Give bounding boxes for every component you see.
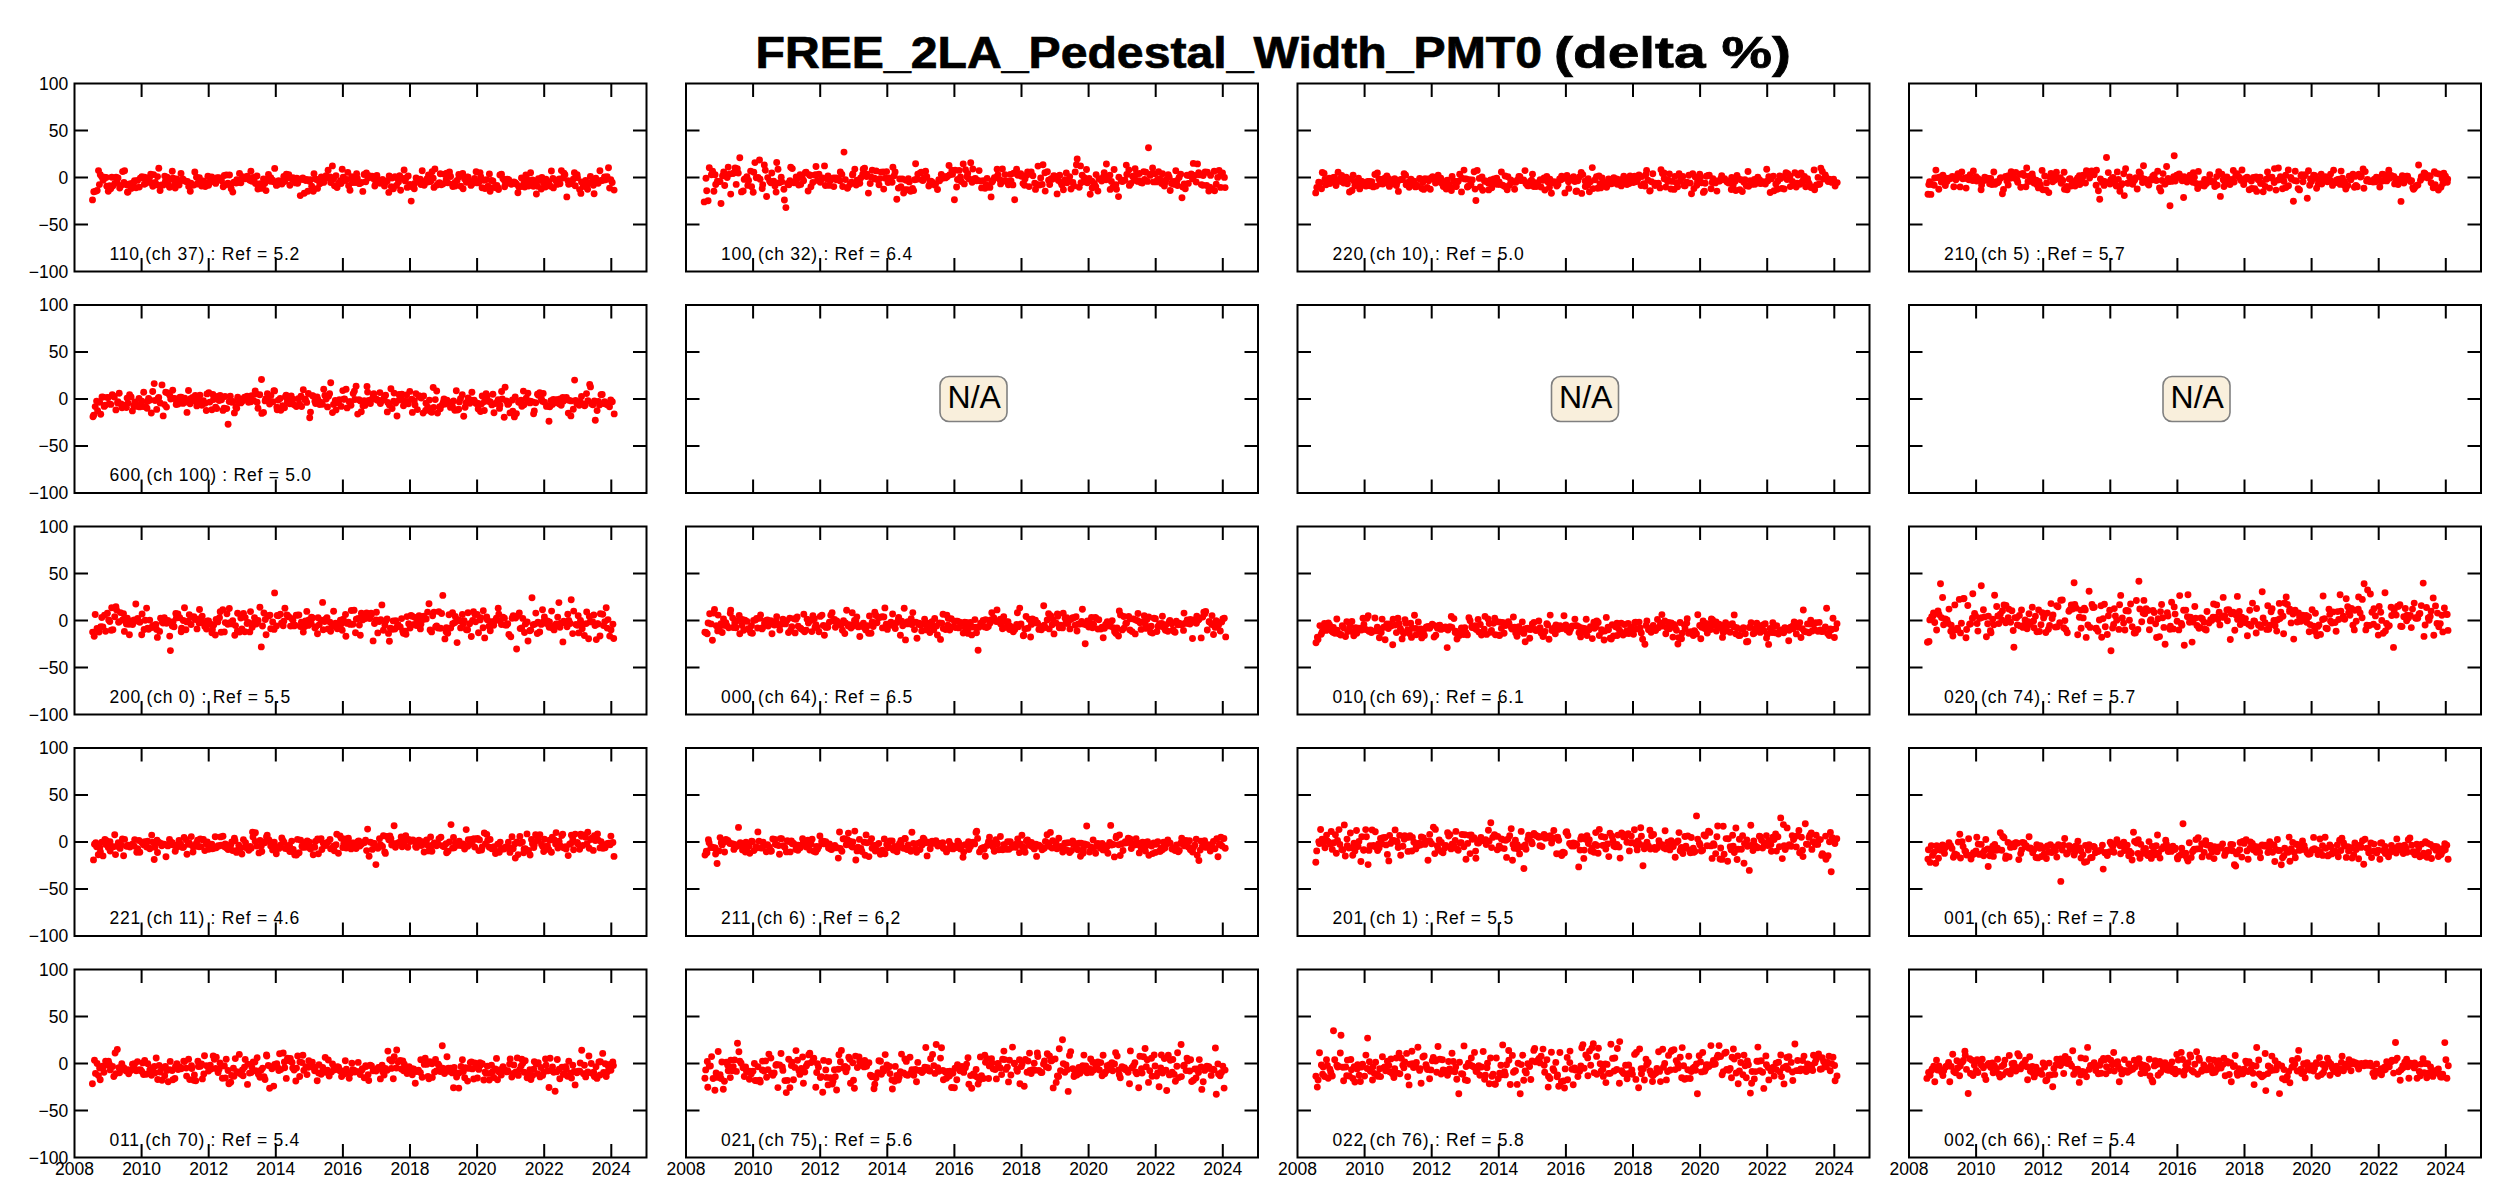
svg-text:50: 50: [49, 564, 69, 584]
svg-text:2014: 2014: [868, 1159, 907, 1179]
svg-text:50: 50: [49, 121, 69, 141]
svg-text:2010: 2010: [734, 1159, 773, 1179]
svg-text:2018: 2018: [2225, 1159, 2264, 1179]
svg-text:2012: 2012: [1412, 1159, 1451, 1179]
svg-text:2020: 2020: [2292, 1159, 2331, 1179]
svg-text:2008: 2008: [1890, 1159, 1929, 1179]
svg-text:2012: 2012: [801, 1159, 840, 1179]
svg-text:0: 0: [58, 832, 68, 852]
svg-text:2012: 2012: [189, 1159, 228, 1179]
svg-text:2012: 2012: [2024, 1159, 2063, 1179]
svg-text:2008: 2008: [1278, 1159, 1317, 1179]
svg-text:50: 50: [49, 342, 69, 362]
svg-text:2024: 2024: [592, 1159, 631, 1179]
svg-text:2024: 2024: [1815, 1159, 1854, 1179]
svg-text:2022: 2022: [1748, 1159, 1787, 1179]
svg-text:N/A: N/A: [1559, 379, 1613, 415]
svg-text:2014: 2014: [256, 1159, 295, 1179]
svg-text:000 (ch 64) : Ref = 6.5: 000 (ch 64) : Ref = 6.5: [721, 687, 913, 707]
svg-text:2018: 2018: [1614, 1159, 1653, 1179]
svg-text:−50: −50: [39, 215, 69, 235]
svg-text:2014: 2014: [1479, 1159, 1518, 1179]
svg-text:001 (ch 65) : Ref = 7.8: 001 (ch 65) : Ref = 7.8: [1944, 908, 2136, 928]
svg-text:100: 100: [39, 517, 68, 537]
svg-text:022 (ch 76) : Ref = 5.8: 022 (ch 76) : Ref = 5.8: [1333, 1130, 1525, 1150]
svg-text:0: 0: [58, 389, 68, 409]
svg-text:2008: 2008: [55, 1159, 94, 1179]
svg-text:−50: −50: [39, 658, 69, 678]
svg-text:N/A: N/A: [2171, 379, 2225, 415]
svg-text:210 (ch 5) : Ref = 5.7: 210 (ch 5) : Ref = 5.7: [1944, 244, 2125, 264]
svg-text:2016: 2016: [2158, 1159, 2197, 1179]
svg-text:100: 100: [39, 74, 68, 94]
svg-text:(delta %): (delta %): [1554, 28, 1791, 77]
svg-text:−100: −100: [29, 705, 69, 725]
svg-text:2018: 2018: [1002, 1159, 1041, 1179]
svg-text:200 (ch 0) : Ref = 5.5: 200 (ch 0) : Ref = 5.5: [110, 687, 291, 707]
svg-text:2010: 2010: [122, 1159, 161, 1179]
svg-text:100: 100: [39, 738, 68, 758]
svg-text:2022: 2022: [525, 1159, 564, 1179]
svg-text:2020: 2020: [458, 1159, 497, 1179]
svg-text:2016: 2016: [1546, 1159, 1585, 1179]
svg-text:0: 0: [58, 1054, 68, 1074]
svg-text:2024: 2024: [1203, 1159, 1242, 1179]
svg-text:100 (ch 32) : Ref = 6.4: 100 (ch 32) : Ref = 6.4: [721, 244, 913, 264]
svg-text:0: 0: [58, 168, 68, 188]
svg-text:2010: 2010: [1345, 1159, 1384, 1179]
svg-text:2010: 2010: [1957, 1159, 1996, 1179]
svg-text:600 (ch 100) : Ref = 5.0: 600 (ch 100) : Ref = 5.0: [110, 465, 312, 485]
svg-text:2016: 2016: [323, 1159, 362, 1179]
svg-text:100: 100: [39, 960, 68, 980]
svg-text:100: 100: [39, 295, 68, 315]
svg-text:−50: −50: [39, 436, 69, 456]
svg-text:−50: −50: [39, 1101, 69, 1121]
svg-text:010 (ch 69) : Ref = 6.1: 010 (ch 69) : Ref = 6.1: [1333, 687, 1525, 707]
svg-text:110 (ch 37) : Ref = 5.2: 110 (ch 37) : Ref = 5.2: [110, 244, 301, 264]
svg-text:−100: −100: [29, 926, 69, 946]
svg-text:0: 0: [58, 611, 68, 631]
svg-text:2020: 2020: [1681, 1159, 1720, 1179]
svg-text:002 (ch 66) : Ref = 5.4: 002 (ch 66) : Ref = 5.4: [1944, 1130, 2136, 1150]
svg-text:50: 50: [49, 1007, 69, 1027]
svg-text:220 (ch 10) : Ref = 5.0: 220 (ch 10) : Ref = 5.0: [1333, 244, 1525, 264]
svg-text:2022: 2022: [2359, 1159, 2398, 1179]
svg-text:−100: −100: [29, 262, 69, 282]
svg-text:2016: 2016: [935, 1159, 974, 1179]
svg-text:−50: −50: [39, 879, 69, 899]
svg-text:2014: 2014: [2091, 1159, 2130, 1179]
svg-text:N/A: N/A: [948, 379, 1002, 415]
svg-text:2020: 2020: [1069, 1159, 1108, 1179]
svg-text:020 (ch 74) : Ref = 5.7: 020 (ch 74) : Ref = 5.7: [1944, 687, 2136, 707]
svg-text:2008: 2008: [667, 1159, 706, 1179]
svg-text:2022: 2022: [1136, 1159, 1175, 1179]
svg-text:−100: −100: [29, 483, 69, 503]
svg-text:021 (ch 75) : Ref = 5.6: 021 (ch 75) : Ref = 5.6: [721, 1130, 913, 1150]
svg-text:221 (ch 11) : Ref = 4.6: 221 (ch 11) : Ref = 4.6: [110, 908, 301, 928]
svg-text:FREE_2LA_Pedestal_Width_PMT0: FREE_2LA_Pedestal_Width_PMT0: [756, 28, 1543, 77]
svg-text:50: 50: [49, 785, 69, 805]
svg-text:2024: 2024: [2426, 1159, 2465, 1179]
svg-text:211 (ch 6) : Ref = 6.2: 211 (ch 6) : Ref = 6.2: [721, 908, 901, 928]
svg-text:2018: 2018: [391, 1159, 430, 1179]
svg-text:011 (ch 70) : Ref = 5.4: 011 (ch 70) : Ref = 5.4: [110, 1130, 301, 1150]
svg-text:201 (ch 1) : Ref = 5.5: 201 (ch 1) : Ref = 5.5: [1333, 908, 1514, 928]
